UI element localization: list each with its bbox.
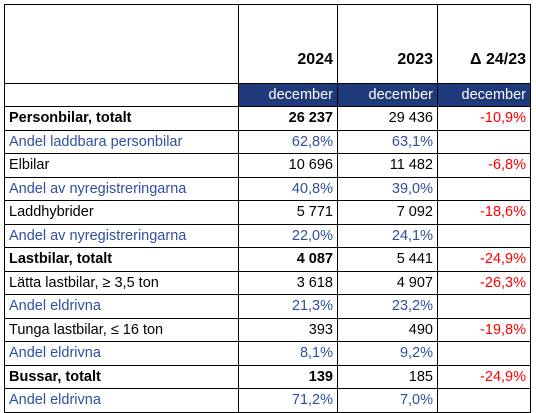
value-cell <box>437 294 531 319</box>
value-cell: 40,8% <box>238 176 338 201</box>
statistics-table: 2024 2023 Δ 24/23 december december december P… <box>4 4 531 413</box>
value-cell: 3 618 <box>238 270 338 295</box>
value-cell: 490 <box>337 317 438 342</box>
row-label: Andel eldrivna <box>4 341 239 366</box>
data-row: Tunga lastbilar, ≤ 16 ton 393 490 -19,8% <box>4 317 531 342</box>
subheader-cell <box>4 83 239 107</box>
data-row: Lätta lastbilar, ≥ 3,5 ton 3 618 4 907 -26,… <box>4 270 531 295</box>
data-row: Andel eldrivna 71,2% 7,0% <box>4 388 531 413</box>
data-row: Andel av nyregistreringarna 22,0% 24,1% <box>4 223 531 248</box>
value-cell: 4 087 <box>238 247 338 272</box>
period-label: december <box>437 83 531 107</box>
value-cell: 7,0% <box>337 388 438 413</box>
row-label: Bussar, totalt <box>4 364 239 389</box>
value-cell: 9,2% <box>337 341 438 366</box>
value-cell: 7 092 <box>337 200 438 225</box>
row-label: Tunga lastbilar, ≤ 16 ton <box>4 317 239 342</box>
value-cell <box>437 341 531 366</box>
value-cell: 393 <box>238 317 338 342</box>
value-cell: 23,2% <box>337 294 438 319</box>
row-label: Andel laddbara personbilar <box>4 129 239 154</box>
column-header: 2023 <box>337 4 438 84</box>
value-cell: -24,9% <box>437 247 531 272</box>
value-cell: 62,8% <box>238 129 338 154</box>
subheader-row: december december december <box>4 83 531 107</box>
column-header: 2024 <box>238 4 338 84</box>
value-cell: -19,8% <box>437 317 531 342</box>
value-cell: 71,2% <box>238 388 338 413</box>
value-cell: 21,3% <box>238 294 338 319</box>
value-cell: -6,8% <box>437 153 531 178</box>
value-cell: 5 441 <box>337 247 438 272</box>
value-cell: 8,1% <box>238 341 338 366</box>
data-row: Lastbilar, totalt 4 087 5 441 -24,9% <box>4 247 531 272</box>
value-cell: -24,9% <box>437 364 531 389</box>
value-cell: -26,3% <box>437 270 531 295</box>
row-label: Laddhybrider <box>4 200 239 225</box>
data-row: Personbilar, totalt 26 237 29 436 -10,9% <box>4 106 531 131</box>
row-label: Elbilar <box>4 153 239 178</box>
column-header: Δ 24/23 <box>437 4 531 84</box>
value-cell: 22,0% <box>238 223 338 248</box>
value-cell <box>437 223 531 248</box>
value-cell <box>437 176 531 201</box>
row-label: Andel eldrivna <box>4 388 239 413</box>
value-cell: 26 237 <box>238 106 338 131</box>
value-cell: 5 771 <box>238 200 338 225</box>
row-label: Andel av nyregistreringarna <box>4 223 239 248</box>
data-row: Bussar, totalt 139 185 -24,9% <box>4 364 531 389</box>
data-row: Andel av nyregistreringarna 40,8% 39,0% <box>4 176 531 201</box>
value-cell: -18,6% <box>437 200 531 225</box>
value-cell <box>437 388 531 413</box>
value-cell: 4 907 <box>337 270 438 295</box>
value-cell: 24,1% <box>337 223 438 248</box>
data-row: Elbilar 10 696 11 482 -6,8% <box>4 153 531 178</box>
header-row: 2024 2023 Δ 24/23 <box>4 4 531 84</box>
row-label: Lätta lastbilar, ≥ 3,5 ton <box>4 270 239 295</box>
data-row: Andel eldrivna 8,1% 9,2% <box>4 341 531 366</box>
period-label: december <box>337 83 438 107</box>
row-label: Andel av nyregistreringarna <box>4 176 239 201</box>
header-cell <box>4 4 239 84</box>
value-cell: 139 <box>238 364 338 389</box>
row-label: Lastbilar, totalt <box>4 247 239 272</box>
row-label: Personbilar, totalt <box>4 106 239 131</box>
value-cell <box>437 129 531 154</box>
data-row: Laddhybrider 5 771 7 092 -18,6% <box>4 200 531 225</box>
value-cell: 185 <box>337 364 438 389</box>
period-label: december <box>238 83 338 107</box>
data-row: Andel laddbara personbilar 62,8% 63,1% <box>4 129 531 154</box>
value-cell: 11 482 <box>337 153 438 178</box>
table-body: 2024 2023 Δ 24/23 december december december P… <box>4 4 531 413</box>
value-cell: 29 436 <box>337 106 438 131</box>
data-row: Andel eldrivna 21,3% 23,2% <box>4 294 531 319</box>
value-cell: -10,9% <box>437 106 531 131</box>
value-cell: 10 696 <box>238 153 338 178</box>
value-cell: 39,0% <box>337 176 438 201</box>
value-cell: 63,1% <box>337 129 438 154</box>
row-label: Andel eldrivna <box>4 294 239 319</box>
